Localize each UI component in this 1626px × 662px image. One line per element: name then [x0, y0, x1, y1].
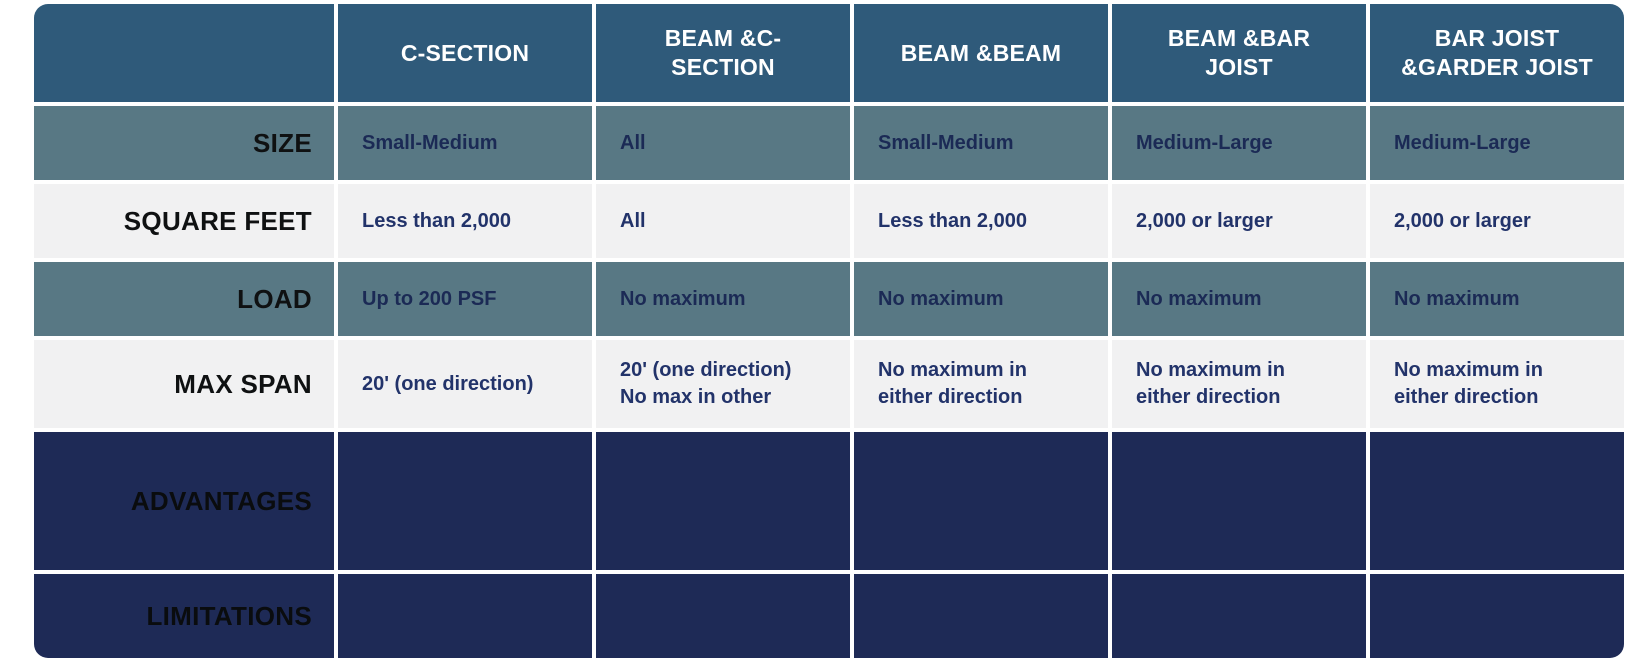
cell: No maximum: [1370, 262, 1624, 336]
row-label-square-feet: SQUARE FEET: [34, 184, 334, 258]
cell: Small-Medium: [854, 106, 1108, 180]
cell: No maximum ineither direction: [1370, 340, 1624, 428]
cell: Less than 2,000: [854, 184, 1108, 258]
cell: 2,000 or larger: [1112, 184, 1366, 258]
cell: [1112, 574, 1366, 658]
header-bar-joist-garder-joist: BAR JOIST &GARDER JOIST: [1370, 4, 1624, 102]
cell: Less than 2,000: [338, 184, 592, 258]
cell: Medium-Large: [1370, 106, 1624, 180]
cell: [1112, 432, 1366, 570]
row-label-limitations: LIMITATIONS: [34, 574, 334, 658]
cell: [596, 432, 850, 570]
table-row: SIZE Small-Medium All Small-Medium Mediu…: [34, 106, 1624, 180]
cell: All: [596, 106, 850, 180]
cell: No maximum ineither direction: [1112, 340, 1366, 428]
header-beam-beam: BEAM &BEAM: [854, 4, 1108, 102]
cell: [854, 574, 1108, 658]
cell: No maximum: [596, 262, 850, 336]
row-label-advantages: ADVANTAGES: [34, 432, 334, 570]
table-row: ADVANTAGES: [34, 432, 1624, 570]
table: C-SECTION BEAM &C-SECTION BEAM &BEAM BEA…: [30, 0, 1626, 662]
cell: 20' (one direction): [338, 340, 592, 428]
table-row: LIMITATIONS: [34, 574, 1624, 658]
comparison-table: C-SECTION BEAM &C-SECTION BEAM &BEAM BEA…: [0, 0, 1626, 662]
table-row: MAX SPAN 20' (one direction) 20' (one di…: [34, 340, 1624, 428]
table-header-row: C-SECTION BEAM &C-SECTION BEAM &BEAM BEA…: [34, 4, 1624, 102]
cell: [338, 432, 592, 570]
header-beam-bar-joist: BEAM &BAR JOIST: [1112, 4, 1366, 102]
cell: [854, 432, 1108, 570]
cell: Small-Medium: [338, 106, 592, 180]
cell: [596, 574, 850, 658]
cell: No maximum: [854, 262, 1108, 336]
cell: No maximum ineither direction: [854, 340, 1108, 428]
cell: 2,000 or larger: [1370, 184, 1624, 258]
cell: [338, 574, 592, 658]
cell: [1370, 432, 1624, 570]
row-label-size: SIZE: [34, 106, 334, 180]
header-c-section: C-SECTION: [338, 4, 592, 102]
cell: 20' (one direction)No max in other: [596, 340, 850, 428]
row-label-load: LOAD: [34, 262, 334, 336]
cell: Medium-Large: [1112, 106, 1366, 180]
cell: [1370, 574, 1624, 658]
header-corner: [34, 4, 334, 102]
row-label-max-span: MAX SPAN: [34, 340, 334, 428]
table-row: LOAD Up to 200 PSF No maximum No maximum…: [34, 262, 1624, 336]
cell: All: [596, 184, 850, 258]
cell: Up to 200 PSF: [338, 262, 592, 336]
header-beam-c-section: BEAM &C-SECTION: [596, 4, 850, 102]
table-row: SQUARE FEET Less than 2,000 All Less tha…: [34, 184, 1624, 258]
cell: No maximum: [1112, 262, 1366, 336]
